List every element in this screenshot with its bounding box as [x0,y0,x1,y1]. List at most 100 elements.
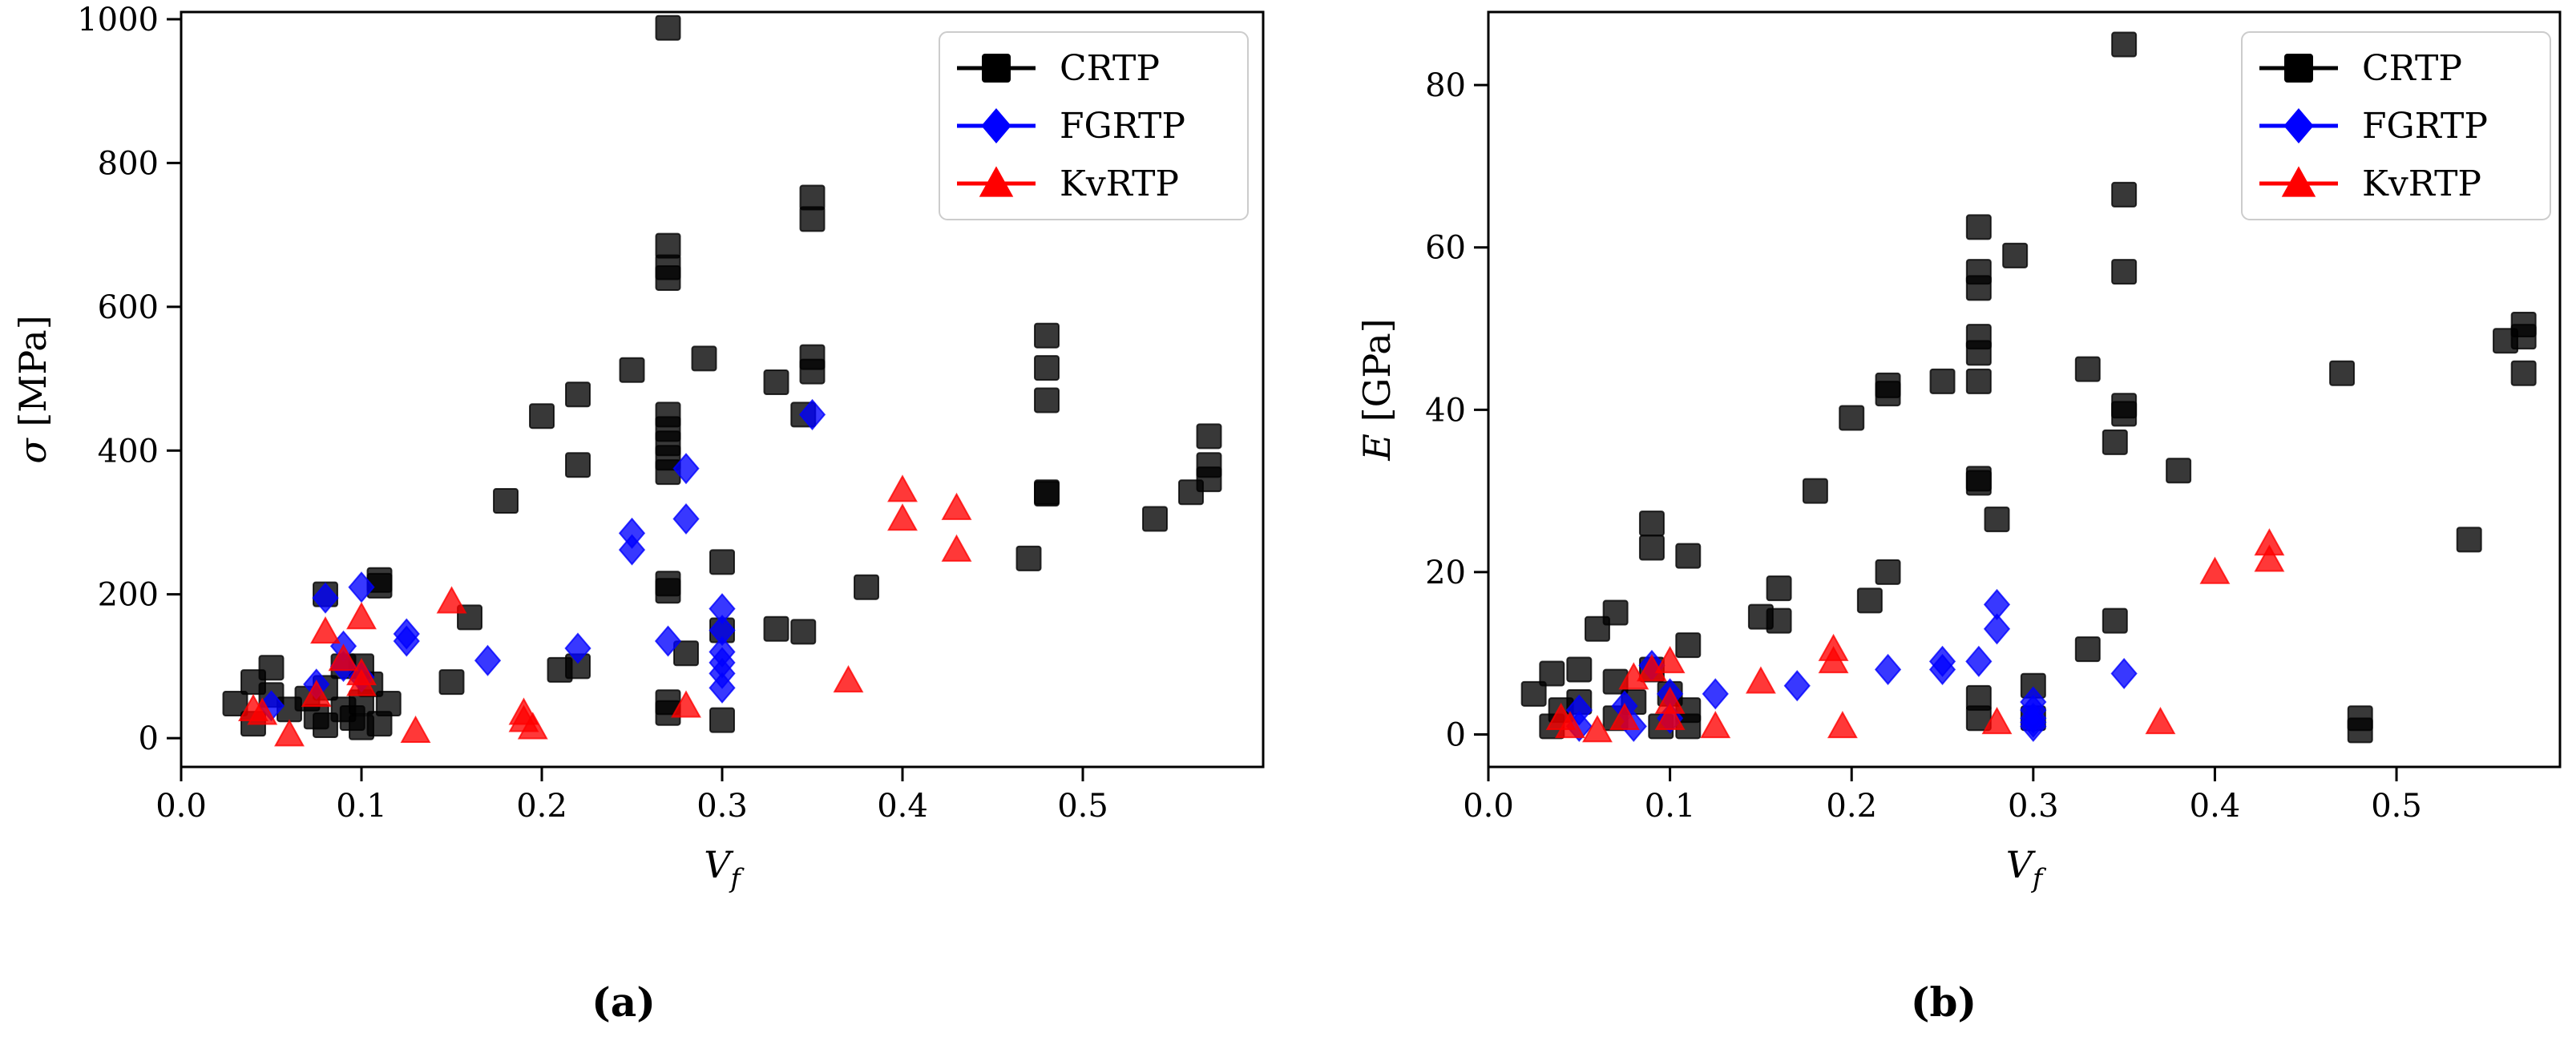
legend: CRTP FGRTP KvRTP [939,31,1249,220]
crtp-point [763,615,789,642]
fgrtp-point [564,632,592,664]
crtp-point [1929,368,1956,394]
kvrtp-point [346,668,377,696]
kvrtp-point [833,665,864,693]
x-tick-label: 0.5 [1057,788,1108,825]
kvrtp-point [301,679,332,708]
crtp-point [2510,360,2537,386]
x-axis-label: Vf [2006,843,2047,894]
crtp-point [1520,680,1547,707]
fgrtp-point [312,582,339,614]
x-tick-label: 0.2 [1826,788,1877,825]
crtp-point [1675,632,1702,659]
panel-label: (a) [592,978,656,1026]
crtp-point [709,707,735,733]
x-axis-label: Vf [704,843,745,894]
legend-label-fgrtp: FGRTP [2362,106,2488,147]
crtp-point [799,184,826,211]
crtp-point [1965,214,1992,240]
y-tick-label: 1000 [77,2,159,38]
fgrtp-point [672,453,700,485]
crtp-point [493,488,519,514]
crtp-point [1839,405,1865,431]
fgrtp-point [798,398,826,430]
legend-label-kvrtp: KvRTP [1060,163,1179,204]
legend-label-fgrtp: FGRTP [1060,106,1185,147]
fgrtp-point [1783,670,1811,702]
crtp-point [2510,324,2537,350]
crtp-point [799,358,826,385]
crtp-point [1766,575,1792,602]
crtp-point [1015,545,1042,571]
crtp-point [655,578,681,604]
crtp-point [2166,458,2192,484]
legend-label-crtp: CRTP [1060,48,1160,89]
crtp-point [1539,660,1565,687]
crtp-point [709,549,735,575]
y-tick-label: 600 [98,289,159,326]
kvrtp-point [274,719,305,747]
crtp-point [1965,275,1992,301]
crtp-point [799,206,826,232]
crtp-point [673,640,699,667]
crtp-point [1802,478,1828,504]
fgrtp-point [2110,657,2138,690]
fgrtp-point [654,625,682,657]
kvrtp-point [671,690,701,718]
kvrtp-point [1745,666,1776,694]
y-axis-label: σ [MPa] [11,315,55,463]
crtp-point [2102,429,2128,455]
y-tick-label: 60 [1425,230,1466,267]
legend-marker-kvrtp [979,166,1014,197]
crtp-point [222,691,248,717]
crtp-point [655,264,681,291]
crtp-point [2347,717,2373,744]
kvrtp-point [1654,646,1686,674]
crtp-point [1638,510,1665,537]
x-tick-label: 0.0 [155,788,207,825]
fgrtp-point [1983,613,2011,645]
crtp-point [2111,181,2138,208]
x-tick-label: 0.1 [336,788,387,825]
legend-box [2241,31,2551,220]
data-points [1520,31,2537,744]
y-tick-label: 40 [1425,392,1466,429]
x-tick-label: 0.4 [2190,788,2241,825]
crtp-point [1196,466,1222,493]
kvrtp-point [887,503,918,531]
crtp-point [619,357,645,383]
crtp-point [1965,368,1992,394]
y-tick-label: 0 [139,720,159,757]
crtp-point [565,381,591,408]
kvrtp-point [346,602,377,630]
y-tick-label: 200 [98,577,159,614]
crtp-point [1638,535,1665,561]
y-tick-label: 800 [98,145,159,182]
crtp-point [1566,656,1593,683]
crtp-point [1766,607,1792,634]
kvrtp-point [328,644,359,672]
kvrtp-point [1827,711,1858,739]
y-tick-label: 400 [98,433,159,470]
chart-panel-a: 0.0 0.1 0.2 0.3 0.4 0.5 0 200 400 600 800 1000 Vf σ [… [11,2,1265,1026]
fgrtp-point [474,644,502,676]
y-tick-label: 20 [1425,555,1466,591]
kvrtp-point [1700,711,1731,739]
crtp-point [2002,242,2029,268]
x-tick-label: 0.2 [516,788,567,825]
crtp-point [1984,506,2010,533]
kvrtp-point [941,534,972,562]
crtp-point [655,14,681,41]
legend: CRTP FGRTP KvRTP [2241,31,2551,220]
y-tick-label: 0 [1446,716,1466,753]
legend-box [939,31,1249,220]
crtp-point [1602,599,1629,626]
kvrtp-point [517,712,548,740]
crtp-point [2074,356,2101,382]
crtp-point [375,691,402,717]
y-tick-label: 80 [1425,67,1466,104]
crtp-point [1034,387,1060,414]
crtp-point [565,452,591,478]
crtp-point [1034,481,1060,507]
